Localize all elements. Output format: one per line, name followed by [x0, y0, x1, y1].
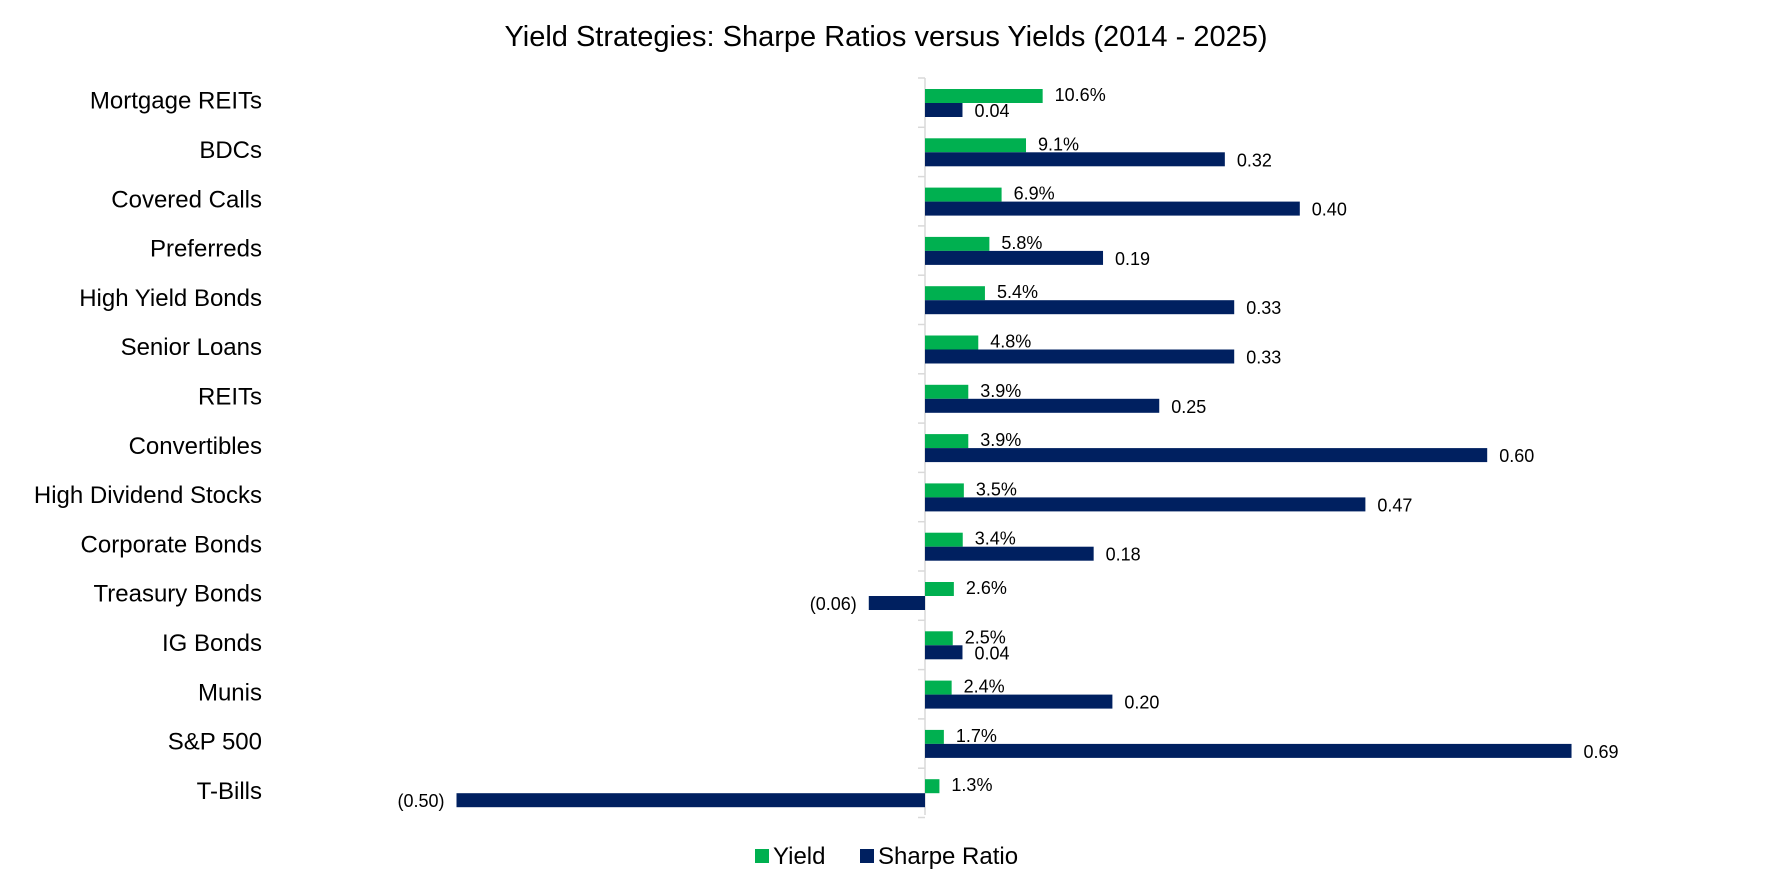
bar-sharpe-corporate-bonds	[925, 546, 1094, 561]
data-label-yield-convertibles: 3.9%	[980, 430, 1021, 450]
data-label-yield-high-yield-bonds: 5.4%	[997, 282, 1038, 302]
data-label-sharpe-ig-bonds: 0.04	[974, 643, 1009, 663]
bar-yield-preferreds	[925, 236, 990, 251]
category-label-mortgage-reits: Mortgage REITs	[90, 88, 262, 115]
bar-yield-sandp-500	[925, 729, 944, 744]
data-labels: 10.6% 0.04 9.1% 0.32 6.9% 0.40 5.8% 0.19 5.4% 0.3…	[397, 85, 1618, 811]
data-label-sharpe-convertibles: 0.60	[1499, 446, 1534, 466]
data-label-sharpe-high-dividend-stocks: 0.47	[1377, 495, 1412, 515]
bar-yield-covered-calls	[925, 187, 1002, 202]
bar-sharpe-high-dividend-stocks	[925, 497, 1366, 512]
data-label-yield-reits: 3.9%	[980, 381, 1021, 401]
legend-label-sharpe-ratio: Sharpe Ratio	[878, 843, 1018, 870]
category-label-preferreds: Preferreds	[150, 236, 262, 263]
legend: Yield Sharpe Ratio	[755, 843, 1018, 870]
legend-swatch-yield	[755, 849, 769, 863]
category-axis-ticks	[918, 77, 925, 819]
bar-sharpe-covered-calls	[925, 201, 1300, 216]
data-label-yield-mortgage-reits: 10.6%	[1055, 85, 1106, 105]
category-label-treasury-bonds: Treasury Bonds	[93, 581, 262, 608]
data-label-sharpe-senior-loans: 0.33	[1246, 348, 1281, 368]
data-label-sharpe-mortgage-reits: 0.04	[974, 101, 1009, 121]
category-label-reits: REITs	[198, 383, 262, 410]
bar-sharpe-treasury-bonds	[868, 596, 925, 610]
category-label-high-yield-bonds: High Yield Bonds	[79, 285, 262, 312]
category-label-munis: Munis	[198, 679, 262, 706]
bar-sharpe-munis	[925, 694, 1113, 709]
bar-yield-t-bills	[925, 779, 940, 794]
data-label-yield-senior-loans: 4.8%	[990, 332, 1031, 352]
data-label-yield-preferreds: 5.8%	[1001, 233, 1042, 253]
data-label-yield-sandp-500: 1.7%	[956, 726, 997, 746]
data-label-yield-ig-bonds: 2.5%	[965, 627, 1006, 647]
bar-sharpe-preferreds	[925, 250, 1104, 265]
bar-sharpe-bdcs	[925, 152, 1225, 167]
data-label-yield-high-dividend-stocks: 3.5%	[976, 479, 1017, 499]
bar-yield-treasury-bonds	[925, 582, 954, 596]
data-label-sharpe-corporate-bonds: 0.18	[1106, 545, 1141, 565]
category-label-bdcs: BDCs	[199, 137, 262, 164]
bar-yield-ig-bonds	[925, 631, 953, 646]
data-label-yield-munis: 2.4%	[964, 677, 1005, 697]
data-label-sharpe-high-yield-bonds: 0.33	[1246, 298, 1281, 318]
bar-yield-senior-loans	[925, 335, 979, 350]
category-labels: Mortgage REITs BDCs Covered Calls Preferred…	[34, 88, 262, 805]
bar-yield-convertibles	[925, 434, 969, 449]
data-label-sharpe-reits: 0.25	[1171, 397, 1206, 417]
data-label-sharpe-bdcs: 0.32	[1237, 150, 1272, 170]
data-label-sharpe-t-bills: (0.50)	[397, 791, 444, 811]
bar-sharpe-t-bills	[456, 793, 925, 808]
legend-label-yield: Yield	[773, 843, 825, 870]
bar-yield-munis	[925, 680, 952, 695]
bar-sharpe-senior-loans	[925, 349, 1235, 364]
category-label-covered-calls: Covered Calls	[111, 186, 262, 213]
data-label-sharpe-sandp-500: 0.69	[1584, 742, 1619, 762]
bar-sharpe-mortgage-reits	[925, 103, 963, 117]
category-label-t-bills: T-Bills	[197, 778, 262, 805]
bar-sharpe-high-yield-bonds	[925, 300, 1235, 315]
category-label-sandp-500: S&P 500	[168, 729, 262, 756]
data-label-yield-treasury-bonds: 2.6%	[966, 578, 1007, 598]
data-label-sharpe-munis: 0.20	[1124, 693, 1159, 713]
bar-sharpe-reits	[925, 398, 1160, 413]
bar-yield-high-dividend-stocks	[925, 483, 964, 498]
bar-yield-corporate-bonds	[925, 532, 963, 547]
bar-yield-reits	[925, 384, 969, 399]
category-label-convertibles: Convertibles	[129, 433, 262, 460]
bar-yield-mortgage-reits	[925, 89, 1043, 103]
category-label-ig-bonds: IG Bonds	[162, 630, 262, 657]
data-label-yield-t-bills: 1.3%	[951, 775, 992, 795]
bar-yield-high-yield-bonds	[925, 286, 985, 301]
data-label-yield-bdcs: 9.1%	[1038, 134, 1079, 154]
bar-sharpe-convertibles	[925, 448, 1488, 463]
bar-yield-bdcs	[925, 138, 1027, 153]
bar-sharpe-ig-bonds	[925, 645, 963, 660]
chart-title: Yield Strategies: Sharpe Ratios versus Y…	[504, 21, 1267, 53]
data-label-yield-covered-calls: 6.9%	[1014, 184, 1055, 204]
legend-swatch-sharpe-ratio	[860, 849, 874, 863]
bar-sharpe-sandp-500	[925, 743, 1572, 758]
category-label-high-dividend-stocks: High Dividend Stocks	[34, 482, 262, 509]
category-label-corporate-bonds: Corporate Bonds	[81, 531, 262, 558]
data-label-sharpe-covered-calls: 0.40	[1312, 200, 1347, 220]
category-label-senior-loans: Senior Loans	[121, 334, 262, 361]
bars	[456, 89, 1572, 808]
data-label-yield-corporate-bonds: 3.4%	[975, 529, 1016, 549]
data-label-sharpe-treasury-bonds: (0.06)	[810, 594, 857, 614]
data-label-sharpe-preferreds: 0.19	[1115, 249, 1150, 269]
